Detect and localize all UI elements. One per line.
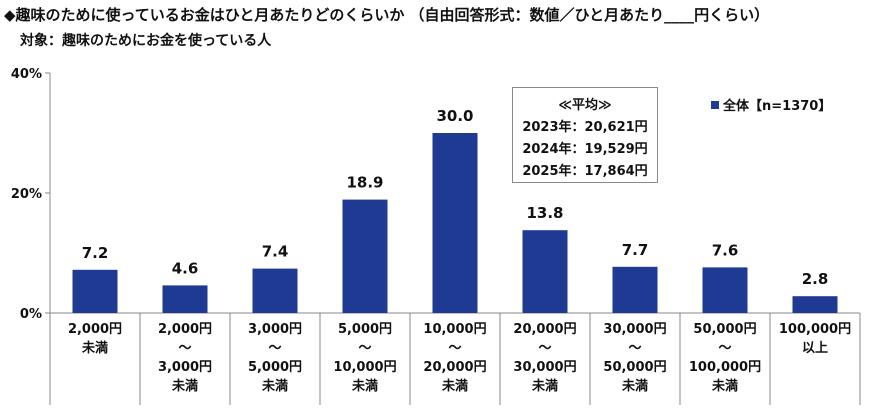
bar [72, 269, 118, 313]
bar [252, 268, 298, 313]
x-tick-label: 30,000円 [513, 360, 576, 375]
x-tick-label: 未満 [441, 378, 468, 394]
data-label: 7.6 [712, 241, 739, 259]
x-tick-label: 20,000円 [513, 322, 576, 337]
x-tick-label: ～ [628, 341, 641, 356]
data-label: 30.0 [436, 107, 473, 125]
x-tick-label: 3,000円 [158, 360, 212, 375]
x-tick-label: 2,000円 [68, 322, 122, 337]
bar [522, 230, 568, 313]
data-label: 7.4 [262, 243, 289, 261]
x-tick-label: 10,000円 [423, 322, 486, 337]
legend-swatch [711, 101, 719, 109]
x-tick-label: 5,000円 [248, 360, 302, 375]
data-label: 7.2 [82, 244, 109, 262]
y-tick-label: 20% [11, 187, 42, 202]
data-label: 18.9 [346, 174, 383, 192]
x-tick-label: 2,000円 [158, 322, 212, 337]
bar [432, 133, 478, 313]
bar [162, 285, 208, 313]
chart-subtitle: 対象：趣味のためにお金を使っている人 [20, 33, 272, 49]
x-tick-label: 未満 [171, 378, 198, 394]
bar [612, 266, 658, 313]
data-label: 7.7 [622, 241, 649, 259]
x-tick-label: 未満 [621, 378, 648, 394]
average-2024: 2024年：19,529円 [522, 142, 648, 157]
average-box: ≪平均≫ 2023年：20,621円 2024年：19,529円 2025年：1… [512, 87, 658, 183]
x-tick-label: 3,000円 [248, 322, 302, 337]
legend-label: 全体【n=1370】 [723, 99, 832, 114]
x-tick-label: 未満 [531, 378, 558, 394]
x-tick-label: ～ [448, 341, 461, 356]
bar [702, 267, 748, 313]
x-tick-label: 50,000円 [693, 322, 756, 337]
x-tick-label: 5,000円 [338, 322, 392, 337]
average-2023: 2023年：20,621円 [522, 120, 648, 135]
bar [342, 199, 388, 313]
average-heading: ≪平均≫ [558, 98, 612, 113]
x-tick-label: ～ [178, 341, 191, 356]
x-tick-label: 100,000円 [779, 322, 851, 337]
x-tick-label: 20,000円 [423, 360, 486, 375]
y-tick-label: 40% [11, 67, 42, 82]
x-tick-label: 未満 [351, 378, 378, 394]
bar [792, 296, 838, 313]
chart-title: ◆趣味のために使っているお金はひと月あたりどのくらいか （自由回答形式：数値／ひ… [4, 6, 770, 24]
x-tick-label: 10,000円 [333, 360, 396, 375]
x-tick-label: 未満 [711, 378, 738, 394]
y-tick-label: 0% [20, 307, 42, 322]
x-tick-label: 50,000円 [603, 360, 666, 375]
x-tick-label: 未満 [81, 340, 108, 356]
data-label: 13.8 [526, 204, 563, 222]
average-2025: 2025年：17,864円 [522, 164, 648, 179]
legend: 全体【n=1370】 [711, 95, 831, 114]
x-tick-label: ～ [538, 341, 551, 356]
data-label: 4.6 [172, 259, 199, 277]
x-tick-label: ～ [268, 341, 281, 356]
x-tick-label: ～ [718, 341, 731, 356]
x-tick-label: 以上 [802, 341, 828, 356]
x-tick-label: 30,000円 [603, 322, 666, 337]
x-tick-label: 100,000円 [689, 360, 761, 375]
data-label: 2.8 [802, 270, 829, 288]
x-tick-label: ～ [358, 341, 371, 356]
x-tick-label: 未満 [261, 378, 288, 394]
